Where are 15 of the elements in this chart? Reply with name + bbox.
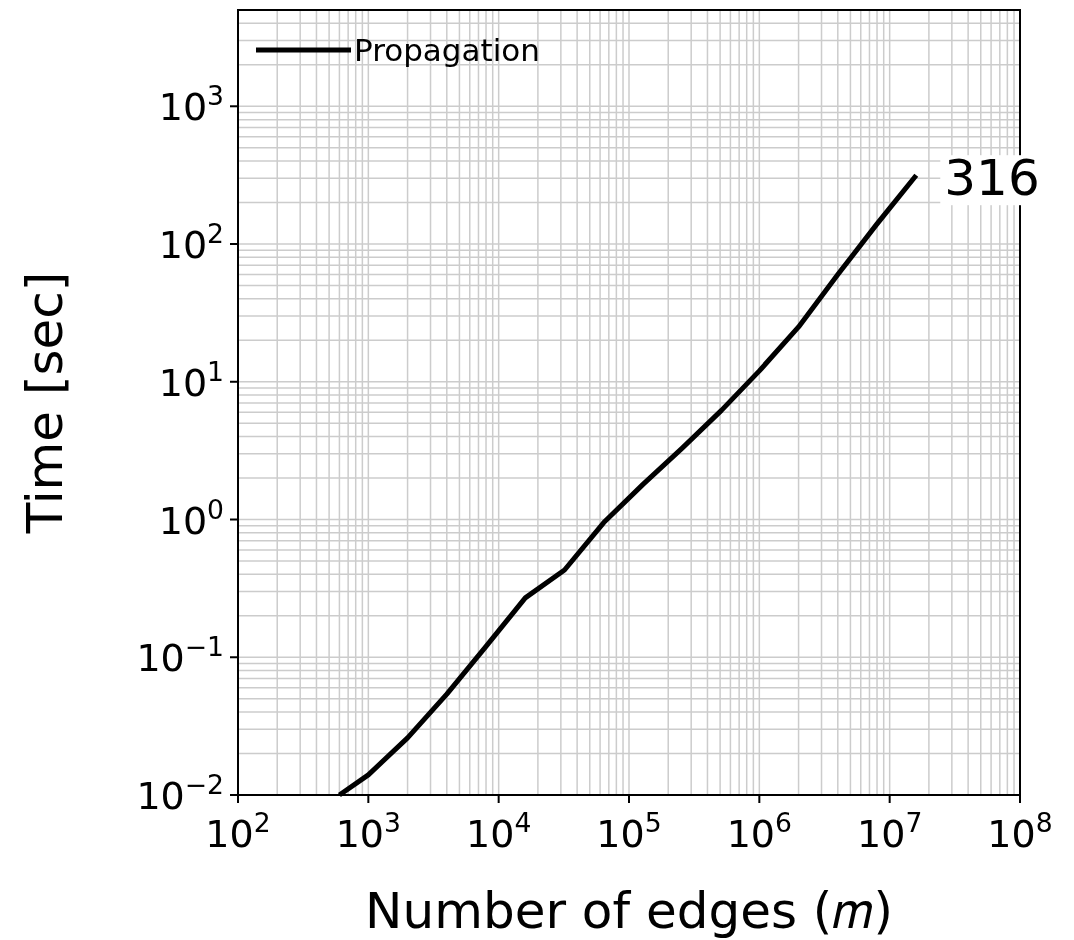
annotation: 316 (944, 149, 1040, 208)
x-tick-label: 10$^{6}$ (726, 806, 792, 856)
x-axis-title: Number of edges (𝑚) (365, 882, 893, 940)
y-tick-label: 10$^{0}$ (158, 493, 224, 543)
y-tick-label: 10$^{1}$ (158, 355, 224, 405)
y-tick-label: 10$^{3}$ (158, 79, 224, 130)
x-tick-label: 10$^{4}$ (466, 806, 532, 856)
y-axis-title: Time [sec] (16, 271, 74, 535)
legend-label: Propagation (354, 32, 540, 68)
x-tick-label: 10$^{3}$ (335, 806, 401, 856)
x-tick-label: 10$^{7}$ (857, 806, 923, 856)
x-tick-label: 10$^{5}$ (596, 806, 662, 856)
y-tick-label: 10$^{−1}$ (136, 630, 224, 681)
y-tick-label: 10$^{2}$ (158, 217, 224, 268)
x-tick-label: 10$^{8}$ (987, 806, 1053, 856)
